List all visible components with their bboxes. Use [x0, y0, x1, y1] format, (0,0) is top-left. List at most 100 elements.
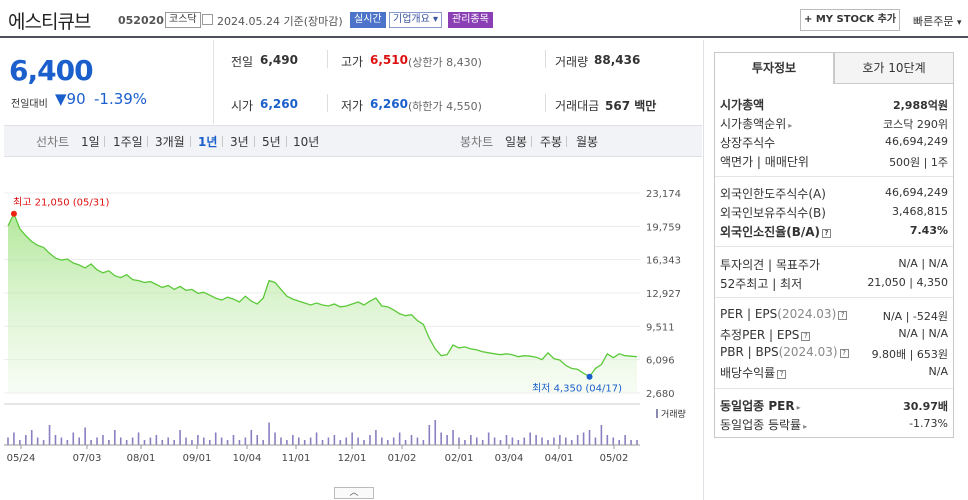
- help-icon[interactable]: ?: [839, 349, 849, 358]
- add-mystock-button[interactable]: + MY STOCK 추가: [800, 9, 900, 31]
- volume-bar: [529, 432, 531, 445]
- volume-bar: [179, 430, 181, 445]
- company-info-dropdown[interactable]: 기업개요 ▾: [389, 12, 443, 28]
- volume-bar: [398, 432, 401, 445]
- volume-bar: [339, 440, 342, 445]
- market-badge: 코스닥: [165, 12, 201, 28]
- period-1d[interactable]: 1일: [81, 135, 100, 149]
- per-label: PER | EPS(2024.03)?: [720, 307, 848, 321]
- volume-legend-icon: [656, 409, 658, 418]
- divider: [715, 388, 953, 389]
- volume-bar: [274, 432, 276, 445]
- help-icon[interactable]: ?: [801, 332, 811, 341]
- volume-bar: [191, 440, 193, 445]
- period-5y[interactable]: 5년: [262, 135, 281, 149]
- lower-limit: (하한가 4,550): [408, 100, 482, 113]
- volume-bar: [90, 440, 92, 445]
- divider: [545, 50, 546, 68]
- volume-bar: [618, 440, 620, 445]
- divider: [566, 136, 567, 147]
- volume-bar: [553, 437, 555, 445]
- tab-order-book[interactable]: 호가 10단계: [834, 52, 954, 84]
- volume-bar: [547, 440, 549, 445]
- period-3y[interactable]: 3년: [230, 135, 249, 149]
- volume-bar: [630, 440, 632, 445]
- volume-bar: [185, 437, 187, 445]
- high-annotation: 최고 21,050 (05/31): [13, 197, 109, 209]
- collapse-button[interactable]: ︿: [334, 487, 374, 499]
- volume-bar: [464, 440, 466, 445]
- volume-bar: [108, 440, 110, 445]
- volume-bar: [386, 440, 389, 445]
- x-tick-label: 11/01: [282, 453, 311, 464]
- divider: [104, 136, 105, 147]
- stock-code: 052020: [118, 14, 164, 27]
- candle-weekly[interactable]: 주봉: [540, 135, 563, 149]
- help-icon[interactable]: ?: [838, 311, 848, 320]
- volume-bar: [470, 435, 472, 445]
- volume-bar: [143, 440, 146, 445]
- period-3m[interactable]: 3개월: [155, 135, 185, 149]
- x-tick-label: 07/03: [73, 453, 102, 464]
- volume-bar: [606, 435, 609, 445]
- quick-order-button[interactable]: 빠른주문 ▾: [913, 15, 962, 28]
- pbr-label: PBR | BPS(2024.03)?: [720, 345, 849, 359]
- stock-name: 에스티큐브: [8, 11, 91, 33]
- amount-value: 567 백만: [605, 99, 657, 113]
- volume-bar: [84, 427, 86, 445]
- shares-label: 상장주식수: [720, 136, 776, 150]
- x-tick-label: 01/02: [388, 453, 417, 464]
- x-tick-label: 05/02: [600, 453, 629, 464]
- volume-bar: [250, 430, 253, 445]
- quote-date: 2024.05.24 기준(장마감): [217, 15, 343, 28]
- period-1w[interactable]: 1주일: [113, 135, 143, 149]
- realtime-button[interactable]: 실시간: [350, 12, 386, 28]
- volume-bar: [517, 440, 520, 445]
- volume-bar: [161, 440, 164, 445]
- x-tick-label: 10/04: [233, 453, 262, 464]
- volume-bar: [131, 437, 134, 445]
- change-value: ▼90: [55, 90, 86, 108]
- candle-monthly[interactable]: 월봉: [576, 135, 599, 149]
- x-tick-label: 04/01: [545, 453, 574, 464]
- volume-bar: [511, 437, 514, 445]
- managed-stock-badge: 관리종목: [448, 12, 493, 28]
- volume-bar: [137, 432, 140, 445]
- volume-bar: [78, 437, 81, 445]
- x-tick-label: 12/01: [338, 453, 367, 464]
- divider: [286, 136, 287, 147]
- help-icon[interactable]: ?: [777, 370, 787, 379]
- x-tick-label: 08/01: [127, 453, 156, 464]
- upper-limit: (상한가 8,430): [408, 56, 482, 69]
- volume-bar: [173, 440, 175, 445]
- volume-bar: [594, 437, 597, 445]
- stock-header: [0, 0, 968, 38]
- volume-bar: [292, 435, 294, 445]
- mcap-rank-label[interactable]: 시가총액순위 ▸: [720, 117, 793, 131]
- industry-change-label[interactable]: 동일업종 등락률 ▸: [720, 418, 808, 432]
- candle-daily[interactable]: 일봉: [505, 135, 528, 149]
- prev-close-value: 6,490: [260, 53, 298, 67]
- volume-bar: [66, 440, 69, 445]
- period-1y[interactable]: 1년: [198, 135, 218, 149]
- volume-bar: [232, 435, 235, 445]
- volume-bar: [612, 437, 615, 445]
- low-label: 저가: [341, 99, 364, 113]
- investment-info-panel: [714, 84, 954, 438]
- divider: [545, 94, 546, 112]
- volume-bar: [42, 440, 45, 445]
- volume-bar: [493, 437, 496, 445]
- period-10y[interactable]: 10년: [293, 135, 320, 149]
- volume-bar: [125, 440, 128, 445]
- volume-bar: [309, 437, 312, 445]
- help-icon[interactable]: ?: [822, 229, 832, 238]
- foreign-limit-label: 외국인한도주식수(A): [720, 187, 826, 201]
- y-tick-label: 9,511: [646, 322, 675, 333]
- volume-bar: [25, 435, 27, 445]
- industry-per-label[interactable]: 동일업종 PER ▸: [720, 399, 801, 413]
- shares-value: 46,694,249: [885, 135, 948, 148]
- tab-investment-info[interactable]: 투자정보: [714, 52, 834, 84]
- volume-bar: [208, 440, 211, 445]
- volume-bar: [535, 435, 537, 445]
- volume-bar: [624, 435, 626, 445]
